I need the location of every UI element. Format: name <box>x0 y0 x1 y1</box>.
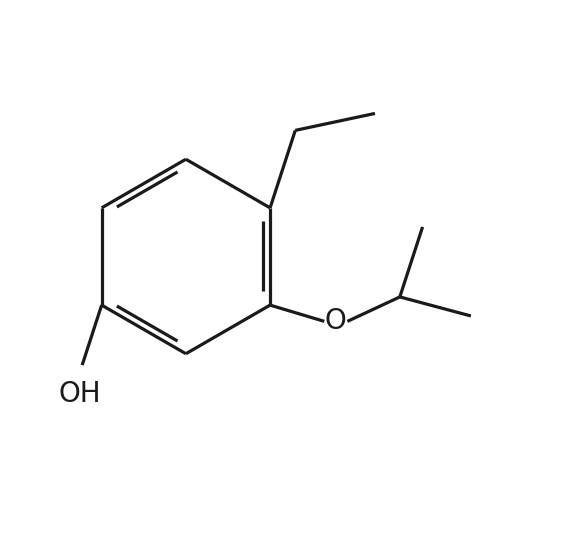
Text: OH: OH <box>58 380 101 408</box>
Text: O: O <box>325 308 347 335</box>
